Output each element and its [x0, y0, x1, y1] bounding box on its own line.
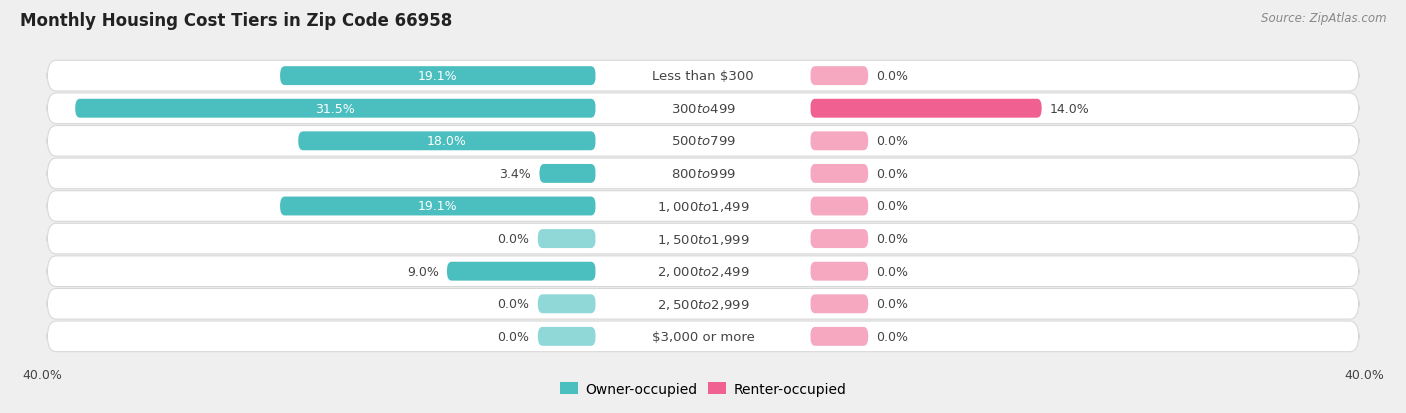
Text: 0.0%: 0.0%: [876, 200, 908, 213]
FancyBboxPatch shape: [596, 262, 810, 280]
FancyBboxPatch shape: [810, 197, 868, 216]
FancyBboxPatch shape: [810, 327, 868, 346]
Text: $800 to $999: $800 to $999: [671, 168, 735, 180]
FancyBboxPatch shape: [596, 100, 810, 118]
FancyBboxPatch shape: [48, 126, 1358, 157]
Text: 18.0%: 18.0%: [427, 135, 467, 148]
FancyBboxPatch shape: [596, 328, 810, 346]
Text: $1,500 to $1,999: $1,500 to $1,999: [657, 232, 749, 246]
Text: $300 to $499: $300 to $499: [671, 102, 735, 116]
FancyBboxPatch shape: [48, 289, 1358, 319]
FancyBboxPatch shape: [596, 133, 810, 151]
FancyBboxPatch shape: [48, 191, 1358, 222]
FancyBboxPatch shape: [596, 230, 810, 248]
FancyBboxPatch shape: [810, 67, 868, 86]
Text: 0.0%: 0.0%: [876, 265, 908, 278]
FancyBboxPatch shape: [810, 164, 868, 183]
FancyBboxPatch shape: [537, 230, 596, 249]
FancyBboxPatch shape: [48, 321, 1358, 352]
FancyBboxPatch shape: [447, 262, 596, 281]
Text: Less than $300: Less than $300: [652, 70, 754, 83]
FancyBboxPatch shape: [75, 100, 596, 119]
FancyBboxPatch shape: [810, 294, 868, 313]
Text: Source: ZipAtlas.com: Source: ZipAtlas.com: [1261, 12, 1386, 25]
FancyBboxPatch shape: [810, 230, 868, 249]
FancyBboxPatch shape: [298, 132, 596, 151]
Text: 31.5%: 31.5%: [315, 102, 356, 116]
FancyBboxPatch shape: [48, 61, 1358, 92]
FancyBboxPatch shape: [810, 262, 868, 281]
FancyBboxPatch shape: [540, 164, 596, 183]
Text: 0.0%: 0.0%: [876, 135, 908, 148]
FancyBboxPatch shape: [810, 132, 868, 151]
Text: 0.0%: 0.0%: [876, 233, 908, 245]
FancyBboxPatch shape: [48, 224, 1358, 254]
FancyBboxPatch shape: [596, 197, 810, 216]
Text: 0.0%: 0.0%: [876, 70, 908, 83]
Text: 19.1%: 19.1%: [418, 70, 458, 83]
Text: $500 to $799: $500 to $799: [671, 135, 735, 148]
Text: 3.4%: 3.4%: [499, 168, 531, 180]
Text: 0.0%: 0.0%: [498, 297, 530, 311]
Text: 0.0%: 0.0%: [876, 297, 908, 311]
FancyBboxPatch shape: [48, 94, 1358, 124]
Text: $2,500 to $2,999: $2,500 to $2,999: [657, 297, 749, 311]
Text: 0.0%: 0.0%: [876, 330, 908, 343]
FancyBboxPatch shape: [596, 165, 810, 183]
FancyBboxPatch shape: [537, 327, 596, 346]
Text: 14.0%: 14.0%: [1050, 102, 1090, 116]
Text: $2,000 to $2,499: $2,000 to $2,499: [657, 265, 749, 278]
Text: 9.0%: 9.0%: [406, 265, 439, 278]
FancyBboxPatch shape: [810, 100, 1042, 119]
Text: 0.0%: 0.0%: [498, 330, 530, 343]
FancyBboxPatch shape: [596, 295, 810, 313]
FancyBboxPatch shape: [596, 67, 810, 85]
FancyBboxPatch shape: [48, 256, 1358, 287]
Text: 0.0%: 0.0%: [876, 168, 908, 180]
Legend: Owner-occupied, Renter-occupied: Owner-occupied, Renter-occupied: [554, 376, 852, 401]
Text: Monthly Housing Cost Tiers in Zip Code 66958: Monthly Housing Cost Tiers in Zip Code 6…: [20, 12, 451, 30]
Text: $1,000 to $1,499: $1,000 to $1,499: [657, 199, 749, 214]
Text: 0.0%: 0.0%: [498, 233, 530, 245]
FancyBboxPatch shape: [48, 159, 1358, 189]
FancyBboxPatch shape: [537, 294, 596, 313]
Text: 19.1%: 19.1%: [418, 200, 458, 213]
Text: $3,000 or more: $3,000 or more: [651, 330, 755, 343]
FancyBboxPatch shape: [280, 197, 596, 216]
FancyBboxPatch shape: [280, 67, 596, 86]
